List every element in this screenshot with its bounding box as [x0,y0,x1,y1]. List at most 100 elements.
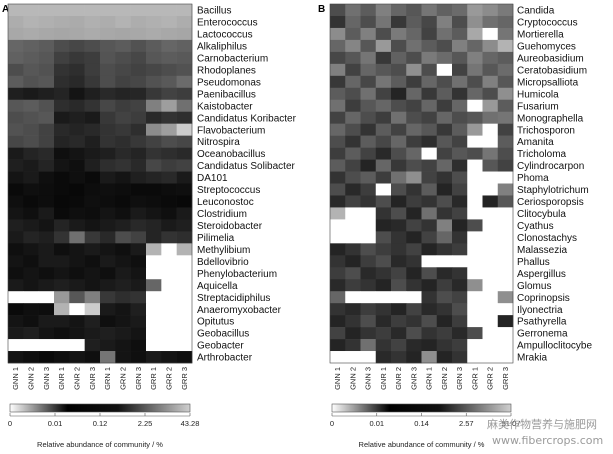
heatmap-cell [176,195,193,208]
heatmap-cell [497,195,514,208]
heatmap-cell [391,159,407,172]
heatmap-cell [391,351,407,364]
heatmap-cell [436,231,453,244]
heatmap-cell [345,291,361,304]
heatmap-cell [436,315,453,328]
heatmap-cell [69,243,85,256]
heatmap-cell [8,111,24,124]
heatmap-cell [330,255,346,268]
heatmap-cell [176,87,193,101]
heatmap-cell [69,279,85,292]
heatmap-cell [176,39,193,53]
heatmap-cell [406,327,422,340]
heatmap-cell [345,327,361,340]
heatmap-cell [8,147,24,160]
row-label: Micropsalliota [517,77,579,88]
heatmap-cell [8,15,24,29]
heatmap-cell [406,27,422,41]
heatmap-cell [54,303,70,316]
heatmap-cell [497,99,514,112]
heatmap-cell [69,63,85,77]
heatmap-cell [130,123,147,136]
heatmap-cell [452,123,468,136]
heatmap-cell [161,27,177,41]
colorbar-tick-label: 2.57 [459,419,474,428]
heatmap-cell [176,4,193,17]
column-label: GNR 3 [88,367,97,390]
heatmap-cell [146,147,162,160]
row-label: Aspergillus [517,269,566,280]
row-label: Geobacillus [197,329,249,340]
heatmap-cell [69,303,85,316]
heatmap-cell [452,183,468,196]
heatmap-cell [360,231,377,244]
heatmap-cell [54,99,70,112]
heatmap-cell [452,171,468,184]
heatmap-cell [146,183,162,196]
heatmap-cell [23,27,39,41]
heatmap-cell [360,63,377,77]
heatmap-cell [130,219,147,232]
heatmap-cell [69,159,85,172]
row-label: Ceratobasidium [517,65,587,76]
heatmap-cell [176,243,193,256]
heatmap-cell [497,255,514,268]
heatmap-cell [406,207,422,220]
heatmap-cell [421,135,438,148]
heatmap-cell [375,291,392,304]
heatmap-cell [161,231,177,244]
colorbar-caption: Relative abundance of community / % [359,440,485,449]
heatmap-cell [482,75,499,89]
heatmap-cell [161,147,177,160]
heatmap-cell [54,63,70,77]
heatmap-cell [497,339,514,352]
heatmap-cell [161,135,177,148]
heatmap-cell [100,219,116,232]
heatmap-cell [100,243,116,256]
heatmap-cell [467,159,483,172]
heatmap-cell [176,15,193,29]
heatmap-cell [146,219,162,232]
heatmap-cell [375,351,392,364]
row-label: Clostridium [197,209,247,220]
heatmap-cell [130,255,147,268]
heatmap-cell [421,207,438,220]
heatmap-cell [406,243,422,256]
column-label: GRN 3 [134,367,143,390]
heatmap-cell [161,183,177,196]
heatmap-cell [406,339,422,352]
heatmap-cell [69,255,85,268]
heatmap-cell [130,315,147,328]
heatmap-cell [23,87,39,101]
heatmap-cell [100,207,116,220]
heatmap-cell [146,351,162,364]
heatmap-cell [115,4,131,17]
heatmap-cell [360,87,377,101]
heatmap-cell [452,159,468,172]
column-label: GRN 3 [455,367,464,390]
heatmap-cell [115,207,131,220]
heatmap-cell [54,75,70,89]
heatmap-cell [146,255,162,268]
heatmap-cell [345,4,361,17]
heatmap-cell [8,291,24,304]
heatmap-cell [436,279,453,292]
heatmap-cell [375,303,392,316]
heatmap-cell [345,195,361,208]
heatmap-cell [176,351,193,364]
heatmap-cell [176,207,193,220]
column-label: GNN 3 [42,367,51,390]
heatmap-cell [100,267,116,280]
heatmap-cell [115,99,131,112]
column-label: GNN 2 [27,367,36,390]
heatmap-cell [23,99,39,112]
heatmap-cell [84,63,101,77]
heatmap-cell [375,231,392,244]
heatmap-cell [69,327,85,340]
heatmap-cell [54,171,70,184]
heatmap-cell [54,183,70,196]
heatmap-cell [391,339,407,352]
heatmap-cell [406,87,422,101]
heatmap-cell [391,51,407,65]
